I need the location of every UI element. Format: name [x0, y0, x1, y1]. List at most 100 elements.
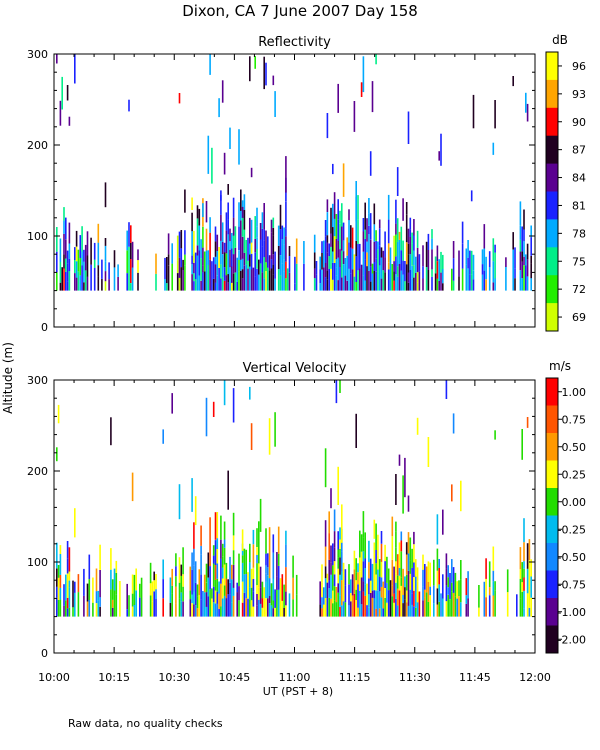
heatmap-cell	[321, 582, 323, 598]
heatmap-cell	[249, 254, 251, 267]
heatmap-cell	[272, 534, 275, 553]
colorbar-swatch	[546, 488, 558, 516]
colorbar-tick-label: 0.00	[562, 496, 587, 509]
heatmap-cell	[451, 559, 453, 583]
heatmap-cell	[229, 127, 231, 149]
heatmap-cell	[526, 276, 529, 291]
heatmap-cell	[59, 574, 62, 588]
heatmap-cell	[202, 226, 204, 248]
heatmap-cell	[247, 572, 249, 599]
heatmap-cell	[472, 270, 475, 280]
heatmap-cell	[220, 278, 222, 291]
heatmap-cell	[445, 380, 448, 399]
heatmap-cell	[485, 597, 487, 617]
heatmap-cell	[238, 202, 240, 227]
heatmap-cell	[75, 261, 78, 278]
heatmap-cell	[180, 230, 183, 249]
heatmap-cell	[193, 591, 195, 605]
heatmap-cell	[411, 567, 413, 594]
heatmap-cell	[245, 264, 247, 291]
heatmap-cell	[523, 229, 525, 242]
heatmap-cell	[281, 239, 284, 264]
heatmap-cell	[454, 572, 457, 597]
heatmap-cell	[243, 574, 246, 593]
heatmap-cell	[252, 591, 255, 607]
heatmap-cell	[512, 263, 514, 291]
heatmap-cell	[328, 256, 330, 269]
heatmap-cell	[63, 268, 65, 291]
heatmap-cell	[175, 566, 177, 577]
heatmap-cell	[225, 253, 228, 276]
heatmap-cell	[440, 593, 442, 617]
heatmap-cell	[270, 259, 273, 269]
x-axis: 10:00 10:15 10:30 10:45 11:00 11:15 11:30 11:45…	[38, 380, 551, 684]
heatmap-cell	[261, 229, 264, 247]
heatmap-cell	[492, 595, 495, 617]
heatmap-cell	[184, 189, 186, 213]
colorbar-swatch	[546, 247, 558, 276]
colorbar-tick-label: 72	[572, 283, 586, 296]
heatmap-cell	[218, 247, 220, 268]
heatmap-cell	[492, 261, 495, 283]
heatmap-cell	[319, 283, 321, 291]
colorbar-swatch	[546, 107, 558, 137]
heatmap-cell	[209, 217, 211, 233]
heatmap-cell	[373, 224, 376, 242]
heatmap-cell	[214, 540, 217, 565]
heatmap-cell	[267, 236, 269, 247]
heatmap-cell	[364, 568, 366, 585]
heatmap-cell	[66, 85, 69, 101]
heatmap-cell	[99, 597, 101, 607]
heatmap-cell	[205, 397, 208, 437]
heatmap-cell	[250, 269, 253, 291]
heatmap-cell	[243, 548, 246, 575]
heatmap-cell	[295, 238, 298, 264]
heatmap-cell	[63, 233, 65, 255]
heatmap-cell	[402, 198, 404, 221]
heatmap-cell	[292, 555, 294, 578]
heatmap-cell	[221, 598, 224, 617]
heatmap-cell	[344, 258, 347, 276]
colorbar: 96 93 90 87 84 81 78 75 72 69 dB	[545, 33, 586, 332]
heatmap-cell	[382, 581, 385, 609]
heatmap-cell	[128, 222, 130, 247]
heatmap-cell	[377, 569, 379, 591]
heatmap-cell	[395, 256, 397, 275]
heatmap-cell	[115, 594, 118, 617]
y-tick-label: 300	[27, 48, 48, 61]
heatmap-cell	[355, 589, 357, 600]
heatmap-cell	[65, 574, 67, 601]
heatmap-cell	[65, 217, 67, 240]
heatmap-cell	[494, 430, 496, 440]
heatmap-cell	[56, 568, 58, 587]
heatmap-cell	[351, 269, 354, 291]
heatmap-cell	[377, 555, 379, 570]
heatmap-cell	[212, 563, 215, 587]
heatmap-cell	[225, 230, 228, 254]
heatmap-cell	[285, 591, 287, 606]
heatmap-cell	[525, 92, 527, 113]
heatmap-cell	[333, 192, 336, 219]
heatmap-cell	[229, 241, 231, 250]
heatmap-cell	[461, 221, 464, 244]
heatmap-cell	[458, 276, 460, 291]
heatmap-cell	[371, 563, 374, 591]
heatmap-cell	[342, 562, 345, 581]
y-tick-label: 200	[27, 465, 48, 478]
heatmap-cell	[216, 512, 219, 539]
heatmap-cell	[193, 522, 195, 549]
heatmap-cell	[328, 580, 330, 589]
heatmap-cell	[360, 551, 363, 578]
heatmap-cell	[341, 551, 343, 572]
heatmap-cell	[283, 227, 285, 245]
heatmap-cell	[393, 566, 395, 594]
heatmap-cell	[81, 265, 83, 291]
heatmap-cell	[357, 563, 359, 573]
heatmap-cell	[285, 544, 287, 568]
heatmap-cell	[355, 600, 357, 617]
heatmap-cell	[400, 531, 403, 541]
heatmap-cell	[243, 252, 246, 266]
heatmap-cell	[351, 595, 354, 617]
heatmap-cell	[180, 592, 183, 602]
heatmap-cell	[384, 598, 386, 617]
